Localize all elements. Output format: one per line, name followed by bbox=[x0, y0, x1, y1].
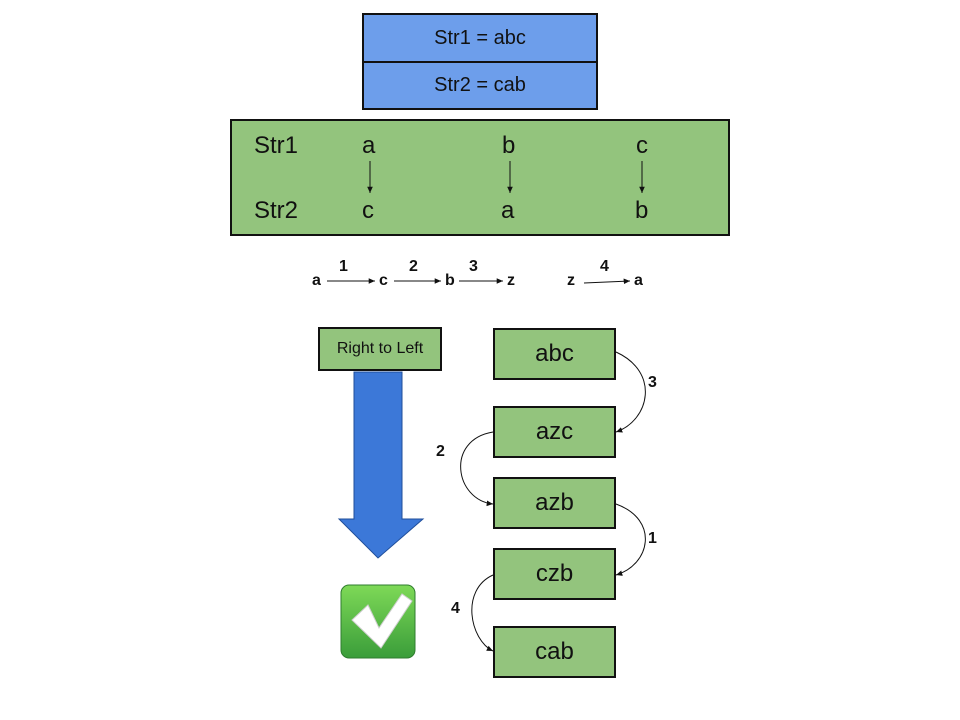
str1-char-1: a bbox=[362, 132, 376, 159]
transition-arrow-2 bbox=[460, 431, 494, 507]
state-box-1: abc bbox=[493, 328, 616, 380]
str2-char-1: c bbox=[362, 197, 374, 224]
chain-step-2: 2 bbox=[409, 258, 418, 275]
direction-label-box: Right to Left bbox=[318, 327, 442, 371]
str2-definition-text: Str2 = cab bbox=[434, 74, 526, 96]
chain-arrow-4 bbox=[583, 278, 631, 285]
transition-label-2: 2 bbox=[436, 443, 445, 460]
chain-extra-from: z bbox=[567, 272, 575, 289]
state-box-4: czb bbox=[493, 548, 616, 600]
str2-char-3: b bbox=[635, 197, 649, 224]
transition-arrow-4 bbox=[471, 574, 494, 652]
state-label-2: azc bbox=[535, 418, 574, 445]
str1-definition-box: Str1 = abc bbox=[362, 13, 598, 63]
check-mark-icon bbox=[340, 584, 416, 659]
chain-node-c: c bbox=[379, 272, 388, 289]
transition-label-4: 4 bbox=[451, 600, 460, 617]
chain-extra-step: 4 bbox=[600, 258, 609, 275]
transition-arrow-1 bbox=[615, 351, 646, 433]
str1-char-3: c bbox=[636, 132, 648, 159]
chain-node-z: z bbox=[507, 272, 515, 289]
transition-label-3: 1 bbox=[648, 530, 657, 547]
str1-definition-text: Str1 = abc bbox=[434, 26, 526, 49]
str2-definition-box: Str2 = cab bbox=[362, 61, 598, 110]
chain-node-a: a bbox=[312, 272, 321, 289]
chain-step-1: 1 bbox=[339, 258, 348, 275]
chain-node-b: b bbox=[445, 272, 455, 289]
transition-arrow-3 bbox=[615, 503, 646, 576]
chain-extra-to: a bbox=[634, 272, 643, 289]
state-box-2: azc bbox=[493, 406, 616, 458]
arrow-down-icon bbox=[337, 371, 425, 559]
state-label-1: abc bbox=[535, 340, 574, 367]
str1-char-2: b bbox=[502, 132, 516, 159]
state-label-3: azb bbox=[535, 489, 574, 516]
row1-label: Str1 bbox=[254, 132, 299, 159]
str2-char-2: a bbox=[501, 197, 515, 224]
state-label-4: czb bbox=[535, 560, 574, 587]
direction-label: Right to Left bbox=[336, 340, 424, 357]
mapping-panel bbox=[230, 119, 730, 236]
chain-step-3: 3 bbox=[469, 258, 478, 275]
state-label-5: cab bbox=[535, 638, 574, 665]
state-box-3: azb bbox=[493, 477, 616, 529]
row2-label: Str2 bbox=[254, 197, 299, 224]
state-box-5: cab bbox=[493, 626, 616, 678]
transition-label-1: 3 bbox=[648, 374, 657, 391]
